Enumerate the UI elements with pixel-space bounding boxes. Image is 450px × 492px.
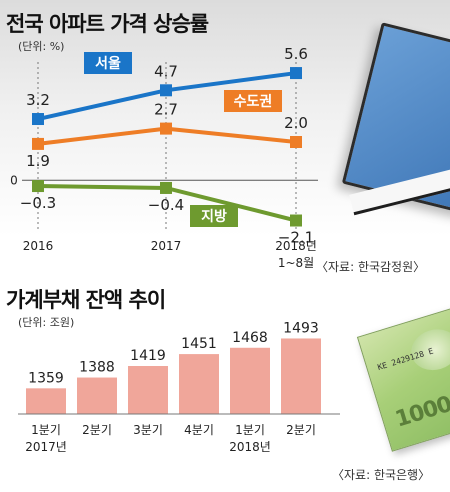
data-point-marker [290, 67, 302, 80]
bar [281, 338, 321, 414]
x-tick-label: 1분기 [31, 423, 61, 437]
data-point-marker [32, 113, 44, 126]
bar [128, 366, 168, 414]
x-tick-label: 2분기 [286, 423, 316, 437]
data-label: −0.4 [148, 196, 184, 214]
bar [179, 354, 219, 414]
data-label: −0.3 [20, 194, 56, 212]
data-label: 4.7 [154, 62, 178, 80]
data-point-marker [32, 137, 44, 150]
bar [230, 347, 270, 414]
zero-tick-label: 0 [10, 173, 18, 187]
series-tag [224, 90, 282, 112]
x-tick-label: 3분기 [133, 423, 163, 437]
data-point-marker [290, 136, 302, 148]
chart2-source: 〈자료: 한국은행〉 [332, 468, 431, 482]
bar-value-label: 1388 [79, 360, 115, 376]
data-label: 2.0 [284, 114, 308, 132]
data-point-marker [290, 214, 302, 227]
data-label: 3.2 [26, 91, 50, 109]
bar-value-label: 1419 [130, 348, 166, 364]
bar-value-label: 1493 [283, 320, 319, 336]
x-tick-label: 4분기 [184, 423, 214, 437]
x-tick-label: 1분기 [235, 423, 265, 437]
data-point-marker [160, 122, 172, 135]
bar-value-label: 1451 [181, 336, 217, 352]
series-name-label: 수도권 [234, 94, 273, 110]
chart1-title: 전국 아파트 가격 상승률 [6, 12, 209, 36]
x-tick-label: 2016 [23, 239, 54, 253]
data-label: 2.7 [154, 101, 178, 119]
data-point-marker [160, 181, 172, 194]
bar [26, 388, 66, 414]
x-tick-label: 2017 [151, 239, 182, 253]
series-tag [84, 52, 132, 74]
bar-value-label: 1359 [28, 370, 64, 386]
bar [77, 377, 117, 414]
line-chart: 0 2016 2017 2018년 1~8월 3.2 4.7 5.6 서울 1.9 2.7 2.0 수도… [10, 45, 318, 270]
chart2-unit: (단위: 조원) [18, 316, 75, 329]
series-tag [190, 205, 238, 227]
data-label: 5.6 [284, 45, 308, 63]
chart1-unit: (단위: %) [18, 40, 65, 53]
bar-value-label: 1468 [232, 330, 268, 346]
series-name-label: 서울 [95, 55, 121, 72]
x-tick-label: 2분기 [82, 423, 112, 437]
data-point-marker [160, 84, 172, 97]
chart2-title: 가계부채 잔액 추이 [6, 288, 166, 312]
x-tick-label: 1~8월 [278, 256, 314, 270]
data-label: 1.9 [26, 152, 50, 170]
data-point-marker [32, 180, 44, 193]
chart1-source: 〈자료: 한국감정원〉 [316, 260, 426, 274]
data-label: −2.1 [278, 229, 314, 247]
x-tick-label: 2017년 [25, 440, 67, 454]
series-name-label: 지방 [201, 208, 227, 225]
x-tick-label: 2018년 [275, 239, 317, 253]
x-tick-label: 2018년 [229, 440, 271, 454]
